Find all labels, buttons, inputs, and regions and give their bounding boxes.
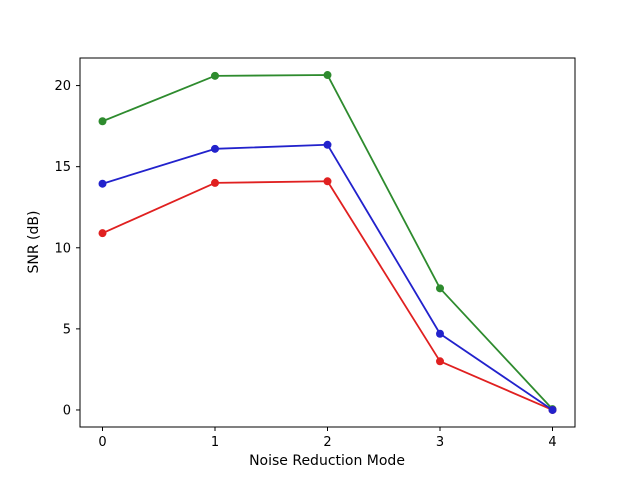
data-point-blue-series [436, 329, 444, 338]
data-point-blue-series [98, 179, 107, 188]
x-tick-label: 4 [548, 435, 556, 450]
data-point-blue-series [211, 144, 219, 153]
x-tick-label: 0 [98, 435, 106, 450]
y-tick-label: 15 [54, 160, 71, 175]
y-tick-label: 0 [63, 403, 71, 418]
data-point-green-series [323, 71, 332, 80]
data-point-blue-series [548, 405, 557, 414]
data-point-green-series [436, 284, 444, 293]
data-point-blue-series [323, 140, 332, 149]
data-point-green-series [211, 71, 219, 80]
data-point-red-series [211, 178, 219, 187]
axes-frame [79, 57, 576, 428]
data-point-red-series [323, 177, 332, 186]
plot-area: 0 1 2 3 4 0 5 10 15 20 [54, 57, 576, 450]
data-point-green-series [98, 117, 107, 126]
x-tick-label: 1 [211, 435, 219, 450]
x-axis-label: Noise Reduction Mode [249, 453, 405, 469]
y-tick-label: 10 [54, 241, 71, 256]
series-line-green-series [101, 74, 554, 411]
y-tick-label: 5 [63, 322, 71, 337]
x-tick-label: 3 [436, 435, 444, 450]
x-tick-label: 2 [323, 435, 331, 450]
data-point-red-series [436, 357, 444, 366]
y-axis-label: SNR (dB) [26, 211, 42, 274]
data-point-red-series [98, 229, 107, 238]
y-tick-label: 20 [54, 79, 71, 94]
series-line-red-series [101, 180, 554, 411]
